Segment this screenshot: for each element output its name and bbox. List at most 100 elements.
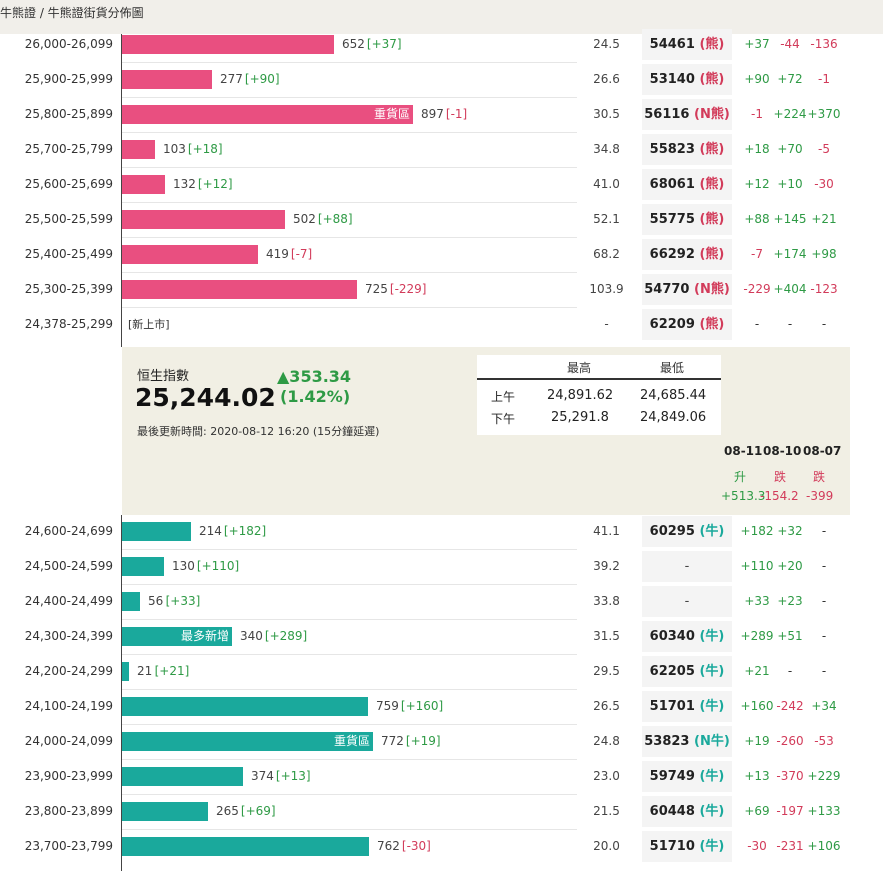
daily-change-d1: +90 (744, 72, 770, 86)
quantity-bar[interactable] (122, 175, 165, 194)
ratio-value: 30.5 (593, 107, 620, 121)
ratio-value: 20.0 (593, 839, 620, 853)
quantity-bar[interactable]: 重貨區 (122, 732, 373, 751)
warrant-code[interactable]: 51701 (牛) (642, 691, 732, 722)
warrant-code-number: 68061 (649, 177, 695, 192)
quantity-bar[interactable] (122, 245, 258, 264)
top-bar: 牛熊證 / 牛熊證街貨分佈圖 (0, 0, 883, 34)
row-divider (122, 654, 577, 655)
quantity-change: [-30] (401, 839, 431, 853)
quantity-bar[interactable] (122, 802, 208, 821)
daily-date-1: 08-11 (724, 444, 763, 458)
ratio-value: 39.2 (593, 559, 620, 573)
quantity-value: 103 (163, 142, 186, 156)
daily-change-d1: +69 (744, 804, 770, 818)
index-name: 恒生指數 (137, 369, 190, 384)
warrant-code[interactable]: 68061 (熊) (642, 169, 732, 200)
warrant-code[interactable]: 59749 (牛) (642, 761, 732, 792)
daily-change-d3: - (821, 629, 827, 643)
quantity-bar[interactable] (122, 210, 285, 229)
warrant-code[interactable]: 66292 (熊) (642, 239, 732, 270)
warrant-code[interactable]: 54461 (熊) (642, 29, 732, 60)
daily-change-d2: +224 (773, 107, 807, 121)
index-value: 25,244.02 (135, 383, 276, 412)
row-divider (122, 794, 577, 795)
warrant-code[interactable]: 55823 (熊) (642, 134, 732, 165)
index-change-pct: (1.42%) (280, 387, 351, 406)
quantity-bar[interactable] (122, 837, 369, 856)
ratio-value: - (604, 317, 609, 331)
warrant-type-tag: (熊) (699, 142, 725, 157)
warrant-code[interactable]: 60340 (牛) (642, 621, 732, 652)
row-divider (122, 829, 577, 830)
daily-change-d2: +51 (777, 629, 803, 643)
warrant-code[interactable]: - (642, 551, 732, 582)
quantity-bar[interactable] (122, 140, 155, 159)
quantity-bar[interactable] (122, 662, 129, 681)
quantity-bar[interactable] (122, 70, 212, 89)
warrant-type-tag: (熊) (699, 37, 725, 52)
warrant-code[interactable]: 53140 (熊) (642, 64, 732, 95)
table-row: 25,500-25,599 502 [+88] 52.1 55775 (熊) +88 +14… (0, 202, 883, 237)
strike-range: 24,500-24,599 (24, 559, 113, 573)
table-row: 24,200-24,299 21 [+21] 29.5 62205 (牛) +21 - - (0, 654, 883, 689)
daily-change-d3: +133 (807, 804, 841, 818)
warrant-code[interactable]: 54770 (N熊) (642, 274, 732, 305)
quantity-change: [+69] (240, 804, 276, 818)
bar-label: 最多新增 (180, 629, 229, 643)
daily-dir-3: 跌 (813, 470, 826, 484)
quantity-bar[interactable] (122, 35, 334, 54)
quantity-change: [+160] (400, 699, 444, 713)
warrant-type-tag: (牛) (699, 629, 725, 644)
index-change: ▲353.34 (277, 367, 352, 386)
warrant-type-tag: (牛) (699, 699, 725, 714)
high-low-table: 最高 最低 上午 下午 24,891.62 24,685.44 25,291.8… (477, 355, 721, 435)
quantity-bar[interactable] (122, 280, 357, 299)
quantity-change: [+12] (197, 177, 233, 191)
quantity-bar[interactable] (122, 522, 191, 541)
warrant-code[interactable]: 51710 (牛) (642, 831, 732, 862)
quantity-change: [+289] (264, 629, 308, 643)
warrant-code[interactable]: 55775 (熊) (642, 204, 732, 235)
daily-change-d3: -53 (814, 734, 834, 748)
ratio-value: 41.0 (593, 177, 620, 191)
daily-change-d1: - (754, 317, 760, 331)
breadcrumb[interactable]: 牛熊證 / 牛熊證街貨分佈圖 (0, 6, 144, 20)
daily-change-d1: +18 (744, 142, 770, 156)
warrant-type-tag: (熊) (699, 212, 725, 227)
warrant-code[interactable]: 60295 (牛) (642, 516, 732, 547)
warrant-code[interactable]: 53823 (N牛) (642, 726, 732, 757)
quantity-value: 374 (251, 769, 274, 783)
ratio-value: 23.0 (593, 769, 620, 783)
quantity-change: [+110] (196, 559, 240, 573)
quantity-bar[interactable]: 最多新增 (122, 627, 232, 646)
table-row: 25,700-25,799 103 [+18] 34.8 55823 (熊) +18 +70… (0, 132, 883, 167)
warrant-code[interactable]: 62209 (熊) (642, 309, 732, 340)
quantity-bar[interactable] (122, 592, 140, 611)
warrant-type-tag: (N牛) (694, 734, 730, 749)
quantity-bar[interactable] (122, 557, 164, 576)
warrant-code[interactable]: 62205 (牛) (642, 656, 732, 687)
quantity-bar[interactable] (122, 697, 368, 716)
ratio-value: 34.8 (593, 142, 620, 156)
row-divider (122, 272, 577, 273)
quantity-bar[interactable]: 重貨區 (122, 105, 413, 124)
quantity-value: 21 (137, 664, 153, 678)
row-divider (122, 584, 577, 585)
strike-range: 24,600-24,699 (24, 524, 113, 538)
ratio-value: 24.5 (593, 37, 620, 51)
ratio-value: 26.5 (593, 699, 620, 713)
header-divider (477, 378, 721, 380)
quantity-bar[interactable] (122, 767, 243, 786)
warrant-type-tag: (牛) (699, 664, 725, 679)
warrant-code-number: 54770 (644, 282, 690, 297)
warrant-code[interactable]: - (642, 586, 732, 617)
warrant-code[interactable]: 56116 (N熊) (642, 99, 732, 130)
table-row: 23,900-23,999 374 [+13] 23.0 59749 (牛) +13 -37… (0, 759, 883, 794)
warrant-code-number: - (684, 559, 690, 574)
daily-change-d2: +72 (777, 72, 803, 86)
row-divider (122, 689, 577, 690)
chart-axis-bottom (121, 515, 122, 871)
warrant-code[interactable]: 60448 (牛) (642, 796, 732, 827)
quantity-value: 277 (220, 72, 243, 86)
